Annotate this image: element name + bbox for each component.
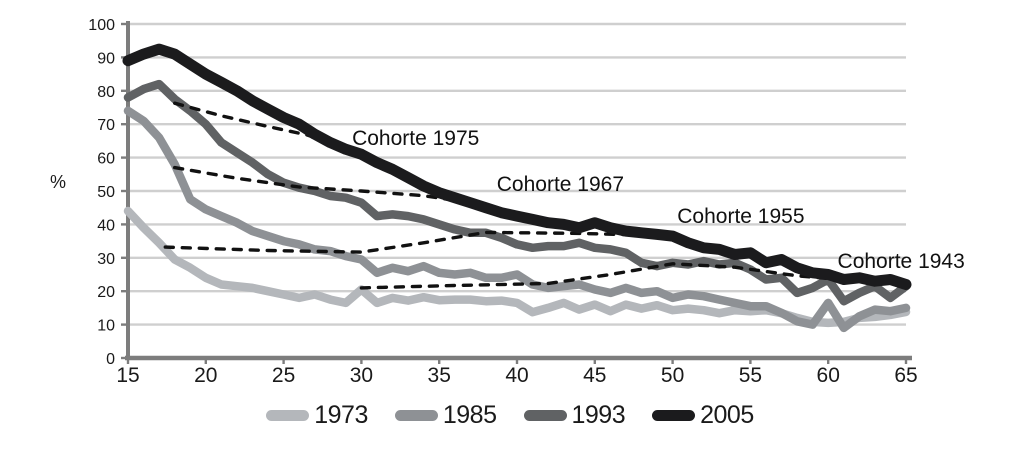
x-tick-label-35: 35 [428,364,451,387]
y-tick-label-50: 50 [97,184,115,201]
x-tick-label-30: 30 [350,364,373,387]
legend-swatch-1985 [394,409,438,421]
x-tick-label-15: 15 [116,364,139,387]
y-tick-label-90: 90 [97,50,115,67]
x-tick-label-65: 65 [894,364,917,387]
x-tick-label-45: 45 [583,364,606,387]
series-line-1985 [123,106,911,333]
y-tick-label-80: 80 [97,84,115,101]
annotation-1943: Cohorte 1943 [838,250,965,273]
cohort-dashed-line-1955 [163,230,675,254]
annotation-1967: Cohorte 1967 [497,173,624,196]
y-axis-label: % [50,172,66,192]
y-tick-label-70: 70 [97,117,115,134]
chart-legend: 1973 1985 1993 2005 [0,400,1020,430]
legend-label-2005: 2005 [700,400,754,429]
annotation-1955: Cohorte 1955 [677,205,804,228]
y-tick-label-100: 100 [88,17,115,34]
legend-item-1985: 1985 [394,400,497,429]
legend-swatch-1973 [266,409,310,421]
y-tick-label-20: 20 [97,284,115,301]
legend-label-1993: 1993 [571,400,626,429]
cohort-dashed-line-1943 [359,262,846,290]
legend-swatch-2005 [652,409,696,421]
series-line-2005 [122,43,912,290]
x-tick-label-40: 40 [505,364,528,387]
x-tick-label-25: 25 [272,364,295,387]
legend-item-2005: 2005 [652,400,754,429]
x-tick-label-60: 60 [817,364,840,387]
y-tick-label-30: 30 [97,251,115,268]
annotation-1975: Cohorte 1975 [352,127,479,150]
x-tick-label-20: 20 [194,364,217,387]
legend-label-1985: 1985 [442,400,497,429]
legend-item-1993: 1993 [523,400,626,429]
y-tick-label-0: 0 [106,351,115,368]
y-tick-label-10: 10 [97,318,115,335]
legend-label-1973: 1973 [314,400,368,429]
x-tick-label-55: 55 [739,364,762,387]
y-tick-label-40: 40 [97,217,115,234]
y-tick-label-60: 60 [97,151,115,168]
cohort-dashed-line-1967 [172,165,480,206]
x-tick-label-50: 50 [661,364,684,387]
legend-swatch-1993 [523,409,567,421]
legend-item-1973: 1973 [266,400,368,429]
series-line-1993 [123,79,911,306]
